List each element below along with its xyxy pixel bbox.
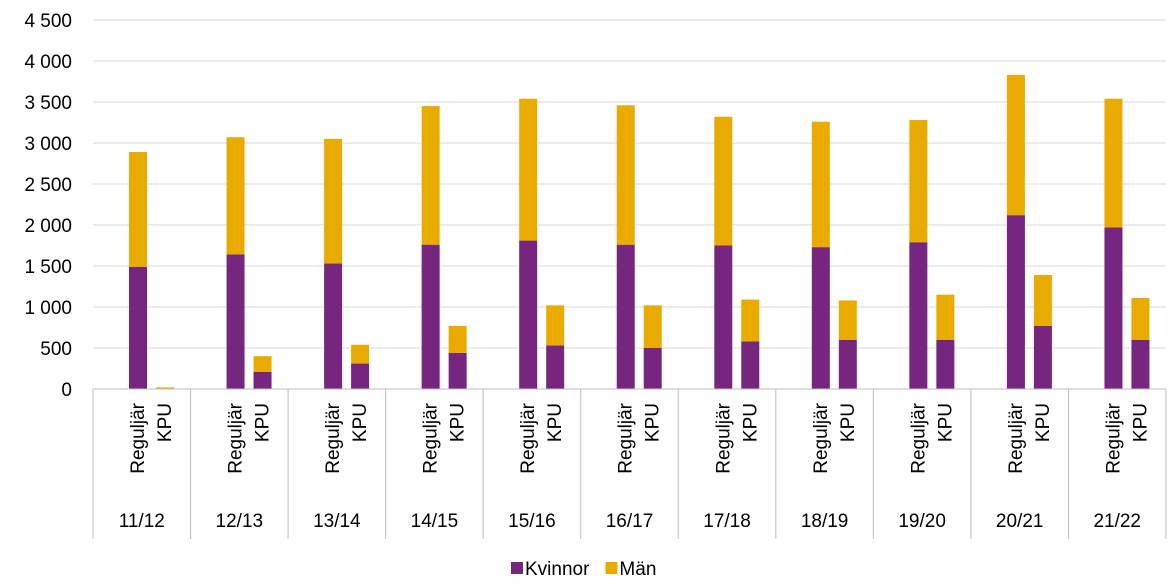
x-group-label: 18/19 xyxy=(801,511,849,532)
x-group-label: 15/16 xyxy=(508,511,556,532)
x-subcategory-label: KPU xyxy=(1130,403,1151,442)
bar-kvinnor-16-17-kpu xyxy=(643,348,662,389)
bar-kvinnor-17-18-kpu xyxy=(741,341,760,389)
bar-kvinnor-17-18-regulj-r xyxy=(714,245,733,389)
x-subcategory-label: KPU xyxy=(643,403,664,442)
bar-m-n-12-13-kpu xyxy=(253,356,272,372)
y-tick-label: 4 500 xyxy=(24,11,72,32)
x-subcategory-label: KPU xyxy=(253,403,274,442)
bar-kvinnor-18-19-kpu xyxy=(838,339,857,389)
x-subcategory-label: KPU xyxy=(740,403,761,442)
x-subcategory-label: Reguljär xyxy=(713,402,734,473)
bar-m-n-12-13-regulj-r xyxy=(226,137,245,255)
bar-kvinnor-19-20-regulj-r xyxy=(909,242,928,389)
x-subcategory-label: Reguljär xyxy=(908,402,929,473)
y-tick-label: 2 000 xyxy=(24,216,72,237)
bar-kvinnor-20-21-kpu xyxy=(1033,325,1052,389)
x-group-label: 11/12 xyxy=(119,511,165,532)
x-group-label: 12/13 xyxy=(216,511,264,532)
bar-m-n-21-22-regulj-r xyxy=(1104,98,1123,228)
bar-m-n-16-17-regulj-r xyxy=(616,105,635,245)
x-subcategory-label: KPU xyxy=(350,403,371,442)
bar-m-n-18-19-kpu xyxy=(838,300,857,340)
legend-label: Kvinnor xyxy=(525,559,590,580)
bar-kvinnor-19-20-kpu xyxy=(936,339,955,389)
y-tick-label: 500 xyxy=(40,339,72,360)
x-subcategory-label: KPU xyxy=(1033,403,1054,442)
bar-kvinnor-13-14-regulj-r xyxy=(324,263,343,389)
x-subcategory-label: Reguljär xyxy=(128,402,149,473)
x-subcategory-label: Reguljär xyxy=(421,402,442,473)
bar-kvinnor-15-16-regulj-r xyxy=(519,240,538,389)
legend-swatch xyxy=(605,562,618,574)
bar-m-n-19-20-kpu xyxy=(936,294,955,340)
bar-m-n-13-14-regulj-r xyxy=(324,138,343,264)
bar-kvinnor-18-19-regulj-r xyxy=(811,247,830,389)
bar-kvinnor-11-12-regulj-r xyxy=(129,266,147,389)
x-group-label: 13/14 xyxy=(313,511,361,532)
y-tick-label: 4 000 xyxy=(24,52,72,73)
legend-label: Män xyxy=(619,559,656,580)
bar-m-n-15-16-kpu xyxy=(546,305,565,346)
bar-m-n-14-15-kpu xyxy=(448,325,467,353)
bar-m-n-20-21-kpu xyxy=(1033,275,1052,326)
x-group-label: 19/20 xyxy=(898,511,946,532)
bar-kvinnor-12-13-regulj-r xyxy=(226,254,245,389)
bar-kvinnor-16-17-regulj-r xyxy=(616,244,635,389)
legend: Kvinnor Män xyxy=(511,559,656,580)
x-group-label: 21/22 xyxy=(1093,511,1141,532)
x-subcategory-label: Reguljär xyxy=(518,402,539,473)
bar-kvinnor-12-13-kpu xyxy=(253,371,272,389)
bars xyxy=(129,74,1150,389)
bar-kvinnor-13-14-kpu xyxy=(351,363,370,389)
bar-kvinnor-21-22-kpu xyxy=(1131,339,1150,389)
y-tick-label: 3 000 xyxy=(24,134,72,155)
x-subcategory-label: Reguljär xyxy=(811,402,832,473)
bar-m-n-11-12-regulj-r xyxy=(129,152,147,267)
bar-kvinnor-14-15-kpu xyxy=(448,352,467,389)
bar-m-n-21-22-kpu xyxy=(1131,297,1150,340)
x-group-label: 14/15 xyxy=(411,511,459,532)
x-axis: Reguljär KPU 11/12 Reguljär KPU 12/13 Reguljär… xyxy=(92,388,1167,539)
bar-m-n-18-19-regulj-r xyxy=(811,121,830,248)
x-subcategory-label: KPU xyxy=(838,403,859,442)
x-subcategory-label: KPU xyxy=(935,403,956,442)
x-subcategory-label: KPU xyxy=(545,403,566,442)
bar-kvinnor-14-15-regulj-r xyxy=(421,244,440,389)
y-tick-label: 2 500 xyxy=(24,175,72,196)
y-tick-label: 1 000 xyxy=(24,298,72,319)
bar-kvinnor-20-21-regulj-r xyxy=(1006,215,1025,389)
x-group-label: 17/18 xyxy=(703,511,751,532)
x-group-label: 16/17 xyxy=(606,511,654,532)
bar-m-n-13-14-kpu xyxy=(351,344,370,364)
x-subcategory-label: Reguljär xyxy=(616,402,637,473)
bar-m-n-11-12-kpu xyxy=(156,387,174,389)
bar-m-n-16-17-kpu xyxy=(643,305,662,348)
bar-m-n-17-18-kpu xyxy=(741,299,760,342)
x-group-label: 20/21 xyxy=(996,511,1044,532)
bar-m-n-17-18-regulj-r xyxy=(714,116,733,246)
y-tick-label: 0 xyxy=(61,380,72,401)
bar-m-n-15-16-regulj-r xyxy=(519,98,538,241)
legend-swatch xyxy=(511,562,523,574)
x-subcategory-label: Reguljär xyxy=(323,402,344,473)
bar-kvinnor-15-16-kpu xyxy=(546,345,565,389)
y-tick-label: 3 500 xyxy=(24,93,72,114)
x-subcategory-label: KPU xyxy=(448,403,469,442)
x-subcategory-label: Reguljär xyxy=(1103,402,1124,473)
y-tick-label: 1 500 xyxy=(24,257,72,278)
bar-m-n-20-21-regulj-r xyxy=(1006,74,1025,216)
y-axis: 0 500 1 000 1 500 2 000 2 500 3 000 3 500 4 000 4… xyxy=(24,11,72,401)
x-subcategory-label: KPU xyxy=(155,403,176,442)
x-subcategory-label: Reguljär xyxy=(226,402,247,473)
bar-m-n-14-15-regulj-r xyxy=(421,106,440,245)
bar-m-n-19-20-regulj-r xyxy=(909,120,928,243)
x-subcategory-label: Reguljär xyxy=(1006,402,1027,473)
bar-kvinnor-21-22-regulj-r xyxy=(1104,227,1123,389)
